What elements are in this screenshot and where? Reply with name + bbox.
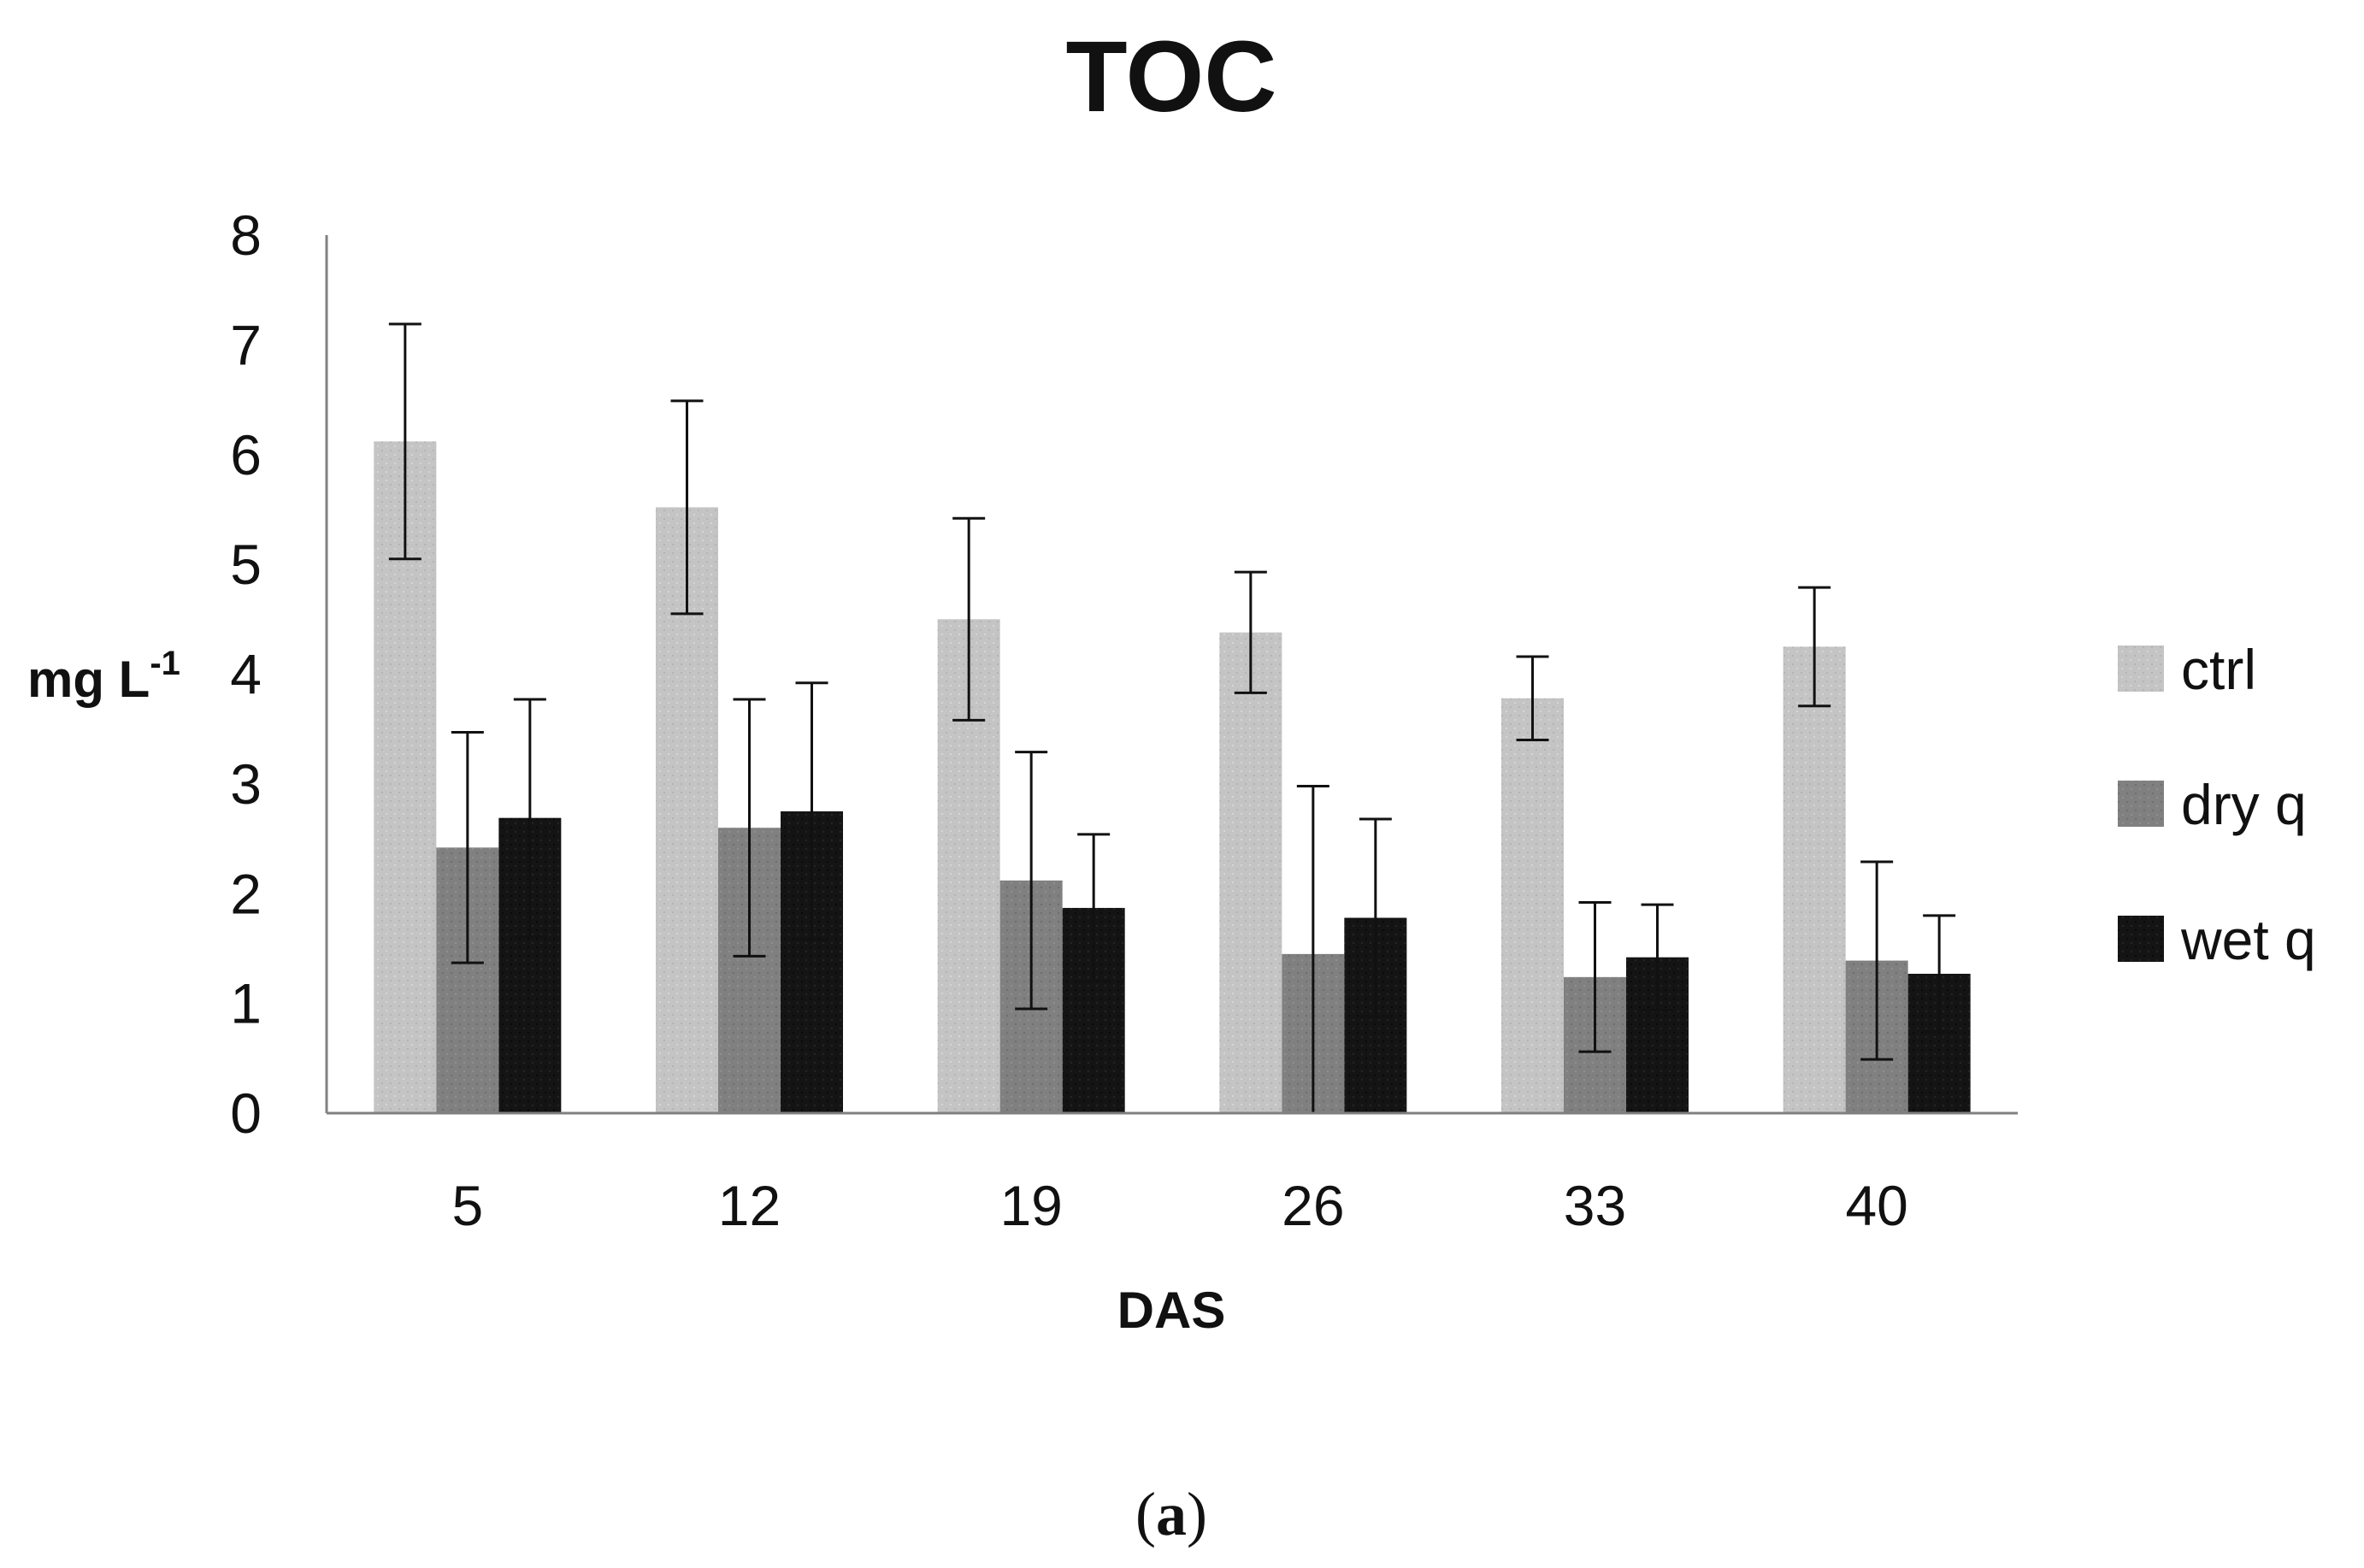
x-tick-label: 26 — [1282, 1174, 1344, 1237]
error-bar-wet-q-40 — [1923, 914, 1956, 1034]
error-bar-ctrl-33 — [1516, 655, 1549, 742]
error-bar-ctrl-19 — [952, 516, 986, 722]
legend-swatch-wet-q — [2118, 916, 2164, 962]
y-tick-label: 1 — [230, 972, 262, 1035]
x-axis-ticks: 5 12 19 26 33 40 — [451, 1174, 1907, 1237]
bar-ctrl-33 — [1501, 698, 1564, 1113]
bar-series — [374, 441, 1971, 1113]
y-tick-label: 2 — [230, 862, 262, 925]
y-tick-label: 4 — [230, 643, 262, 706]
y-tick-label: 0 — [230, 1082, 262, 1145]
bar-ctrl-26 — [1219, 632, 1282, 1113]
y-axis-label-main: mg L — [27, 651, 150, 708]
caption-close-paren: ) — [1187, 1480, 1207, 1548]
y-axis-ticks: 0 1 2 3 4 5 6 7 8 — [230, 203, 262, 1145]
error-bar-wet-q-5 — [513, 698, 546, 938]
legend: ctrl dry q wet q — [2118, 638, 2316, 971]
legend-swatch-ctrl — [2118, 645, 2164, 692]
y-tick-label: 8 — [230, 203, 262, 267]
error-bar-dry-q-5 — [451, 731, 484, 964]
legend-label-dry-q: dry q — [2181, 773, 2307, 836]
y-tick-label: 6 — [230, 423, 262, 486]
error-bar-ctrl-5 — [388, 322, 422, 561]
error-bars — [388, 322, 1956, 1115]
error-bar-dry-q-19 — [1015, 751, 1048, 1011]
y-tick-label: 5 — [230, 533, 262, 596]
error-bar-dry-q-12 — [733, 698, 766, 958]
y-axis-label-superscript: -1 — [150, 645, 180, 682]
x-axis-label: DAS — [1117, 1282, 1226, 1339]
error-bar-dry-q-33 — [1578, 901, 1612, 1053]
error-bar-ctrl-12 — [670, 399, 704, 616]
error-bar-wet-q-33 — [1641, 903, 1674, 1011]
legend-swatch-dry-q — [2118, 781, 2164, 827]
y-tick-label: 3 — [230, 752, 262, 816]
x-tick-label: 12 — [718, 1174, 781, 1237]
legend-label-wet-q: wet q — [2180, 908, 2316, 971]
error-bar-wet-q-19 — [1077, 833, 1111, 983]
legend-label-ctrl: ctrl — [2181, 638, 2256, 701]
chart-title: TOC — [1066, 21, 1277, 133]
caption-open-paren: ( — [1135, 1480, 1156, 1548]
x-tick-label: 5 — [451, 1174, 483, 1237]
bar-ctrl-40 — [1783, 646, 1846, 1113]
x-tick-label: 19 — [999, 1174, 1062, 1237]
x-tick-label: 33 — [1564, 1174, 1626, 1237]
error-bar-dry-q-40 — [1860, 860, 1894, 1061]
error-bar-ctrl-40 — [1798, 586, 1831, 708]
error-bar-ctrl-26 — [1234, 570, 1267, 694]
caption-letter: a — [1156, 1480, 1187, 1548]
x-tick-label: 40 — [1845, 1174, 1907, 1237]
figure-caption: (a) — [1135, 1480, 1207, 1548]
y-axis-label: mg L-1 — [27, 645, 180, 708]
error-bar-wet-q-12 — [795, 681, 828, 941]
y-tick-label: 7 — [230, 313, 262, 376]
error-bar-wet-q-26 — [1359, 817, 1392, 1018]
